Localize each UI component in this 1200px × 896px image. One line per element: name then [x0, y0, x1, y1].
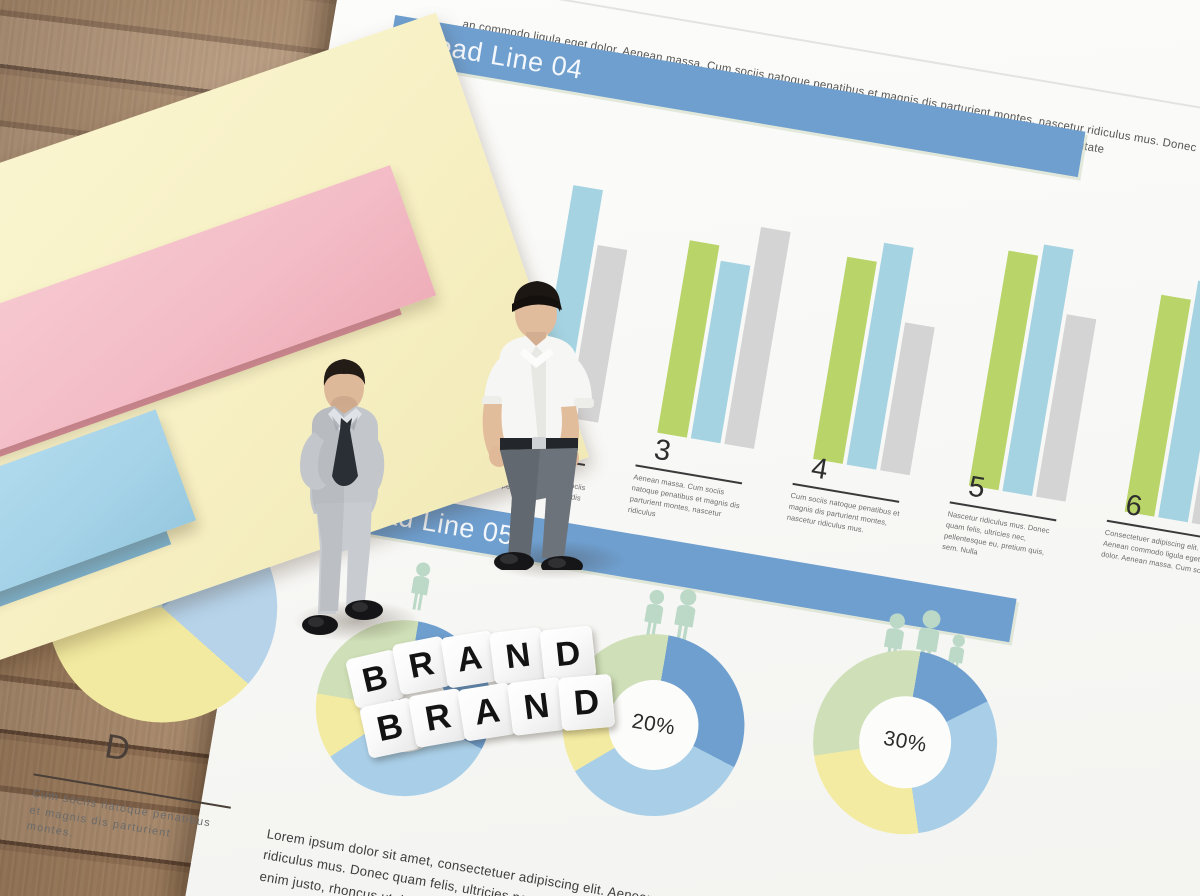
bar-label-3: 3 Aenean massa. Cum sociis natoque penat… [627, 432, 757, 535]
brand-die-top-D: D [539, 625, 597, 683]
person-icon [644, 589, 665, 640]
pictogram-group-3 [876, 601, 974, 679]
die-letter: A [471, 690, 503, 733]
pictogram-group-2 [637, 581, 705, 648]
infographic-paper-sheet: an commodo ligula eget dolor. Aenean mas… [26, 0, 1200, 896]
die-letter: D [553, 633, 583, 674]
bar-group [968, 239, 1113, 503]
die-letter: N [521, 685, 552, 727]
bar-label-5: 5 Nascetur ridiculus mus. Donec quam fel… [941, 469, 1071, 572]
donut-center-label: 20% [601, 673, 706, 777]
body-paragraph: Lorem ipsum dolor sit amet, consectetuer… [258, 823, 1156, 896]
pictogram-group-1 [404, 560, 436, 613]
person-icon [411, 562, 431, 611]
die-letter: R [405, 644, 438, 687]
donut-ring: 30% [799, 636, 1012, 849]
die-letter: R [422, 696, 454, 739]
die-letter: B [373, 705, 407, 750]
die-letter: B [358, 657, 392, 700]
bar-group [657, 186, 801, 450]
donut-center-label: 30% [852, 689, 959, 796]
brand-die-bottom-D: D [557, 673, 616, 732]
brand-die-bottom-N: N [506, 676, 567, 737]
donut-value-30: 30% [881, 726, 929, 757]
brand-die-top-N: N [489, 627, 547, 685]
figurine-businessman [300, 359, 385, 635]
bar-label-6: 6 Consectetuer adipiscing elit. Aenean c… [1100, 487, 1200, 579]
person-icon [674, 589, 697, 645]
figurine-man-white-shirt [482, 281, 594, 570]
bar-label-desc: Cum sociis natoque penatibus et magnis d… [786, 490, 901, 535]
donut-chart-30: 30% [799, 636, 1012, 849]
die-letter: D [572, 681, 601, 723]
donut-value-20: 20% [630, 709, 677, 740]
die-letter: A [454, 638, 485, 680]
die-letter: N [503, 635, 533, 676]
bar-group [813, 212, 957, 476]
